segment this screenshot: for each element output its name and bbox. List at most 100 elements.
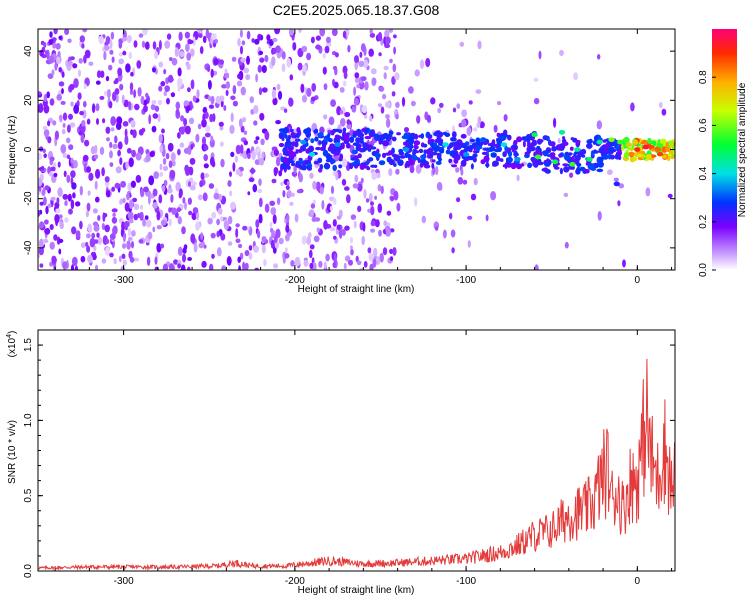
spectrogram-noise-cell xyxy=(261,244,266,254)
spectrogram-noise-cell xyxy=(79,220,83,230)
spectrogram-noise-cell xyxy=(361,235,366,246)
spectrogram-band-cell xyxy=(295,138,301,142)
spectrogram-noise-cell xyxy=(344,225,350,231)
spectrogram-noise-cell xyxy=(105,246,110,256)
spectrogram-noise-cell xyxy=(350,236,353,244)
spectrogram-band-cell xyxy=(314,136,319,142)
spectrogram-noise-cell xyxy=(318,260,323,268)
spectrogram-noise-cell xyxy=(154,105,160,112)
spectrogram-noise-cell xyxy=(128,157,134,168)
spectrogram-noise-cell xyxy=(110,127,115,132)
spectrogram-band-cell xyxy=(544,169,551,174)
spectrogram-band-cell xyxy=(608,149,615,153)
spectrogram-noise-cell xyxy=(381,93,387,100)
spectrogram-band-cell xyxy=(362,162,367,166)
spectrogram-noise-cell xyxy=(246,30,251,40)
spectrogram-noise-cell xyxy=(88,172,94,181)
spectrogram-band-cell xyxy=(524,151,530,157)
spectrogram-noise-cell xyxy=(450,229,456,238)
spectrogram-noise-cell xyxy=(117,149,121,157)
spectrogram-noise-cell xyxy=(369,32,376,38)
spectrogram-noise-cell xyxy=(97,215,101,221)
spectrogram-noise-cell xyxy=(280,181,284,186)
spectrogram-noise-cell xyxy=(221,84,227,89)
spectrogram-noise-cell xyxy=(170,194,174,203)
spectrogram-noise-cell xyxy=(83,54,87,64)
spectrogram-noise-cell xyxy=(242,261,246,270)
spectrogram-noise-cell xyxy=(667,193,673,199)
spectrogram-noise-cell xyxy=(86,233,91,239)
spectrogram-noise-cell xyxy=(229,124,235,134)
spectrogram-band-cell xyxy=(331,159,336,164)
spectrogram-noise-cell xyxy=(152,188,158,197)
spectrogram-noise-cell xyxy=(369,263,374,270)
spectrogram-noise-cell xyxy=(219,95,225,102)
spectrogram-noise-cell xyxy=(271,89,276,99)
spectrogram-band-cell xyxy=(487,143,492,147)
spectrogram-noise-cell xyxy=(336,224,341,230)
spectrogram-noise-cell xyxy=(159,171,164,177)
spectrogram-noise-cell xyxy=(472,127,478,132)
spectrogram-noise-cell xyxy=(272,214,277,225)
spectrogram-noise-cell xyxy=(58,248,62,255)
spectrogram-noise-cell xyxy=(130,71,134,77)
spectrogram-noise-cell xyxy=(193,243,198,253)
spectrogram-band-cell xyxy=(308,147,312,152)
spectrogram-band-cell xyxy=(410,138,415,143)
spectrogram-noise-cell xyxy=(153,171,159,180)
spectrogram-noise-cell xyxy=(195,133,200,143)
spectrogram-noise-cell xyxy=(346,119,351,125)
spectrogram-band-cell xyxy=(420,133,425,139)
spectrogram-noise-cell xyxy=(105,75,110,82)
spectrogram-band-cell xyxy=(617,148,622,156)
spectrogram-band-cell xyxy=(507,156,513,163)
spectrogram-noise-cell xyxy=(310,36,315,44)
colorbar: 0.0 0.2 0.4 0.6 0.8 Normalized spectral ampl… xyxy=(698,29,748,277)
spectrogram-band-cell xyxy=(431,162,435,169)
spectrogram-band-cell xyxy=(453,157,459,164)
spectrogram-peak xyxy=(634,147,641,152)
spectrogram-band-cell xyxy=(427,138,431,145)
spectrogram-noise-cell xyxy=(201,260,207,268)
spectrogram-noise-cell xyxy=(370,68,377,75)
spectrogram-noise-cell xyxy=(131,149,137,158)
spectrogram-noise-cell xyxy=(43,129,50,137)
spectrogram-band-cell xyxy=(627,146,632,151)
spectrogram-noise-cell xyxy=(257,33,262,41)
spectrogram-noise-cell xyxy=(419,59,425,70)
spectrogram-noise-cell xyxy=(338,229,343,239)
spectrogram-noise-cell xyxy=(167,142,174,152)
spectrogram-noise-cell xyxy=(85,210,89,218)
spectrogram-noise-cell xyxy=(451,247,455,254)
spectrogram-noise-cell xyxy=(257,64,262,73)
spectrogram-noise-cell xyxy=(158,40,162,50)
spectrogram-noise-cell xyxy=(68,113,73,120)
spectrogram-noise-cell xyxy=(297,62,303,71)
spectrogram-band-cell xyxy=(562,141,569,146)
spectrogram-noise-cell xyxy=(385,226,389,237)
spectrogram-noise-cell xyxy=(394,72,400,81)
spectrogram-peak xyxy=(551,159,559,165)
spectrogram-noise-cell xyxy=(64,29,70,35)
spectrogram-noise-cell xyxy=(356,260,362,266)
spectrogram-noise-cell xyxy=(131,230,136,237)
spectrogram-noise-cell xyxy=(203,144,209,151)
spectrogram-noise-cell xyxy=(89,237,96,248)
spectrogram-noise-cell xyxy=(253,120,258,126)
spectrogram-noise-cell xyxy=(78,69,81,77)
spectrogram-noise-cell xyxy=(79,35,86,43)
scale-note-text: (x10 xyxy=(7,337,18,357)
spectrogram-noise-cell xyxy=(62,261,68,270)
spectrogram-noise-cell xyxy=(104,45,110,51)
spectrogram-noise-cell xyxy=(236,80,243,87)
spectrogram-band-cell xyxy=(633,156,638,161)
spectrogram-noise-cell xyxy=(61,88,64,95)
spectrogram-noise-cell xyxy=(57,187,63,197)
spectrogram-band-cell xyxy=(333,136,340,144)
spectrogram-noise-cell xyxy=(253,245,259,253)
spectrogram-noise-cell xyxy=(46,91,50,99)
spectrogram-noise-cell xyxy=(361,105,368,114)
spectrogram-noise-cell xyxy=(261,236,267,242)
spectrogram-noise-cell xyxy=(122,243,127,249)
spectrogram-peak xyxy=(613,181,620,187)
